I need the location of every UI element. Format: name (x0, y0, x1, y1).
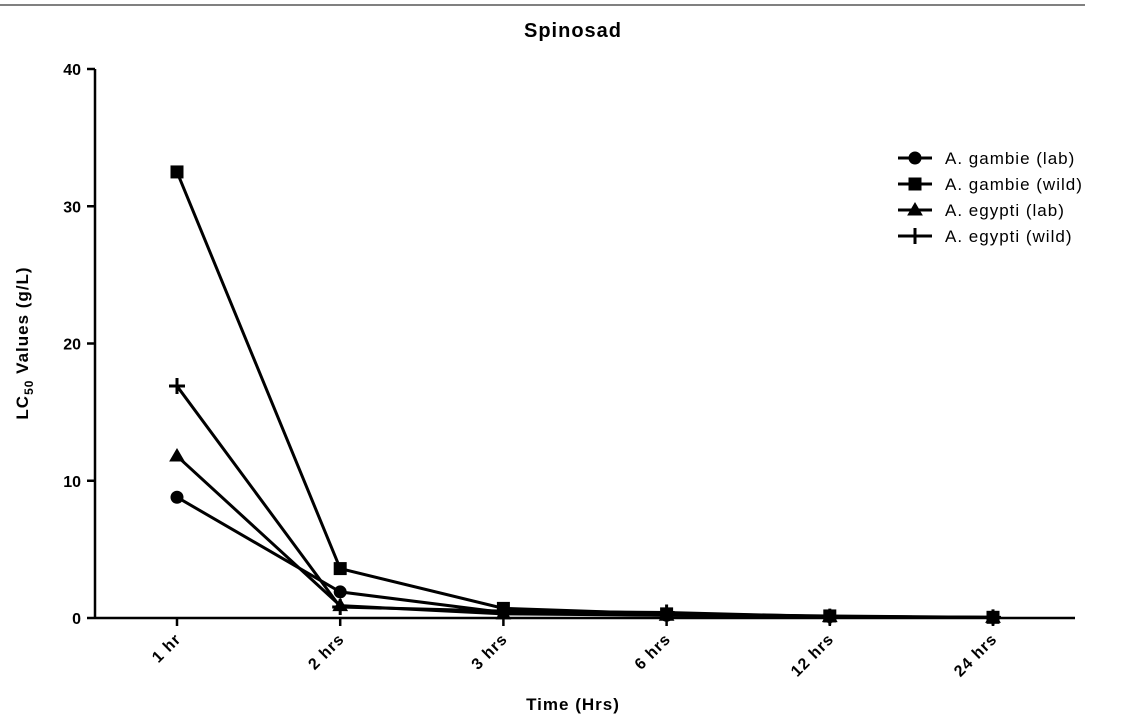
series-line (176, 495, 994, 619)
y-axis-label: LC50 Values (g/L) (13, 266, 36, 419)
marker (333, 585, 347, 599)
x-tick-label: 1 hr (149, 631, 185, 667)
marker (985, 609, 1001, 626)
marker (908, 177, 922, 191)
x-tick-label: 2 hrs (305, 631, 348, 674)
marker (169, 378, 185, 395)
y-tick-label: 10 (63, 474, 81, 491)
marker (170, 490, 184, 504)
marker (169, 448, 185, 462)
series-line (175, 385, 994, 619)
y-axis-label-part: LC (13, 395, 32, 420)
legend-label: A. gambie (wild) (945, 175, 1083, 194)
x-tick-label: 12 hrs (788, 631, 838, 681)
legend-label: A. gambie (lab) (945, 149, 1075, 168)
marker (170, 165, 184, 179)
x-tick-label: 6 hrs (632, 631, 675, 674)
chart-title: Spinosad (524, 20, 622, 42)
y-axis-label-part: Values (g/L) (13, 266, 32, 379)
marker (821, 608, 838, 625)
x-tick-label: 24 hrs (951, 631, 1001, 681)
marker (907, 228, 923, 244)
marker (658, 604, 675, 621)
marker (333, 562, 347, 576)
y-tick-label: 20 (63, 337, 81, 354)
y-axis-label-sub: 50 (22, 380, 36, 395)
y-tick-label: 0 (72, 611, 81, 628)
legend-label: A. egypti (wild) (945, 227, 1072, 246)
legend-label: A. egypti (lab) (945, 201, 1065, 220)
x-tick-label: 3 hrs (469, 631, 512, 674)
y-tick-label: 40 (63, 62, 81, 79)
y-tick-label: 30 (63, 199, 81, 216)
x-axis-label: Time (Hrs) (526, 695, 620, 714)
marker (907, 202, 923, 216)
marker (495, 603, 512, 620)
marker (332, 599, 349, 616)
marker (908, 151, 922, 165)
series-line (175, 454, 994, 619)
